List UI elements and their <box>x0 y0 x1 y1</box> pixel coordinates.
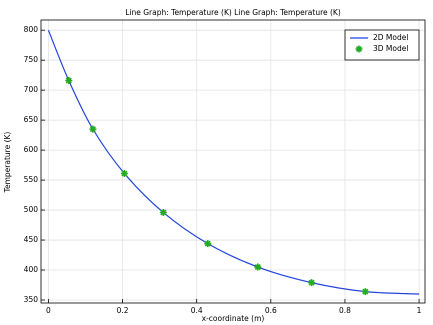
y-tick-label: 550 <box>24 175 39 184</box>
plot-frame <box>40 19 426 304</box>
x-tick-label: 1 <box>417 306 422 315</box>
y-tick-label: 750 <box>24 55 39 64</box>
x-tick-label: 0.2 <box>117 306 129 315</box>
scatter-point <box>361 288 369 296</box>
scatter-point <box>65 77 73 85</box>
scatter-point <box>308 279 316 287</box>
y-tick-label: 600 <box>24 145 39 154</box>
y-tick-label: 650 <box>24 115 39 124</box>
legend-box <box>344 29 420 61</box>
x-tick-label: 0 <box>46 306 51 315</box>
x-tick-label: 0.6 <box>265 306 277 315</box>
y-tick-label: 800 <box>24 25 39 34</box>
legend-label: 3D Model <box>373 44 408 53</box>
chart-title: Line Graph: Temperature (K) Line Graph: … <box>125 8 341 17</box>
y-axis-label: Temperature (K) <box>3 132 12 194</box>
scatter-point <box>204 240 212 248</box>
y-tick-label: 350 <box>24 295 39 304</box>
x-tick-label: 0.8 <box>339 306 351 315</box>
y-tick-label: 500 <box>24 205 39 214</box>
scatter-point <box>159 208 167 216</box>
scatter-point <box>89 125 97 133</box>
line-series <box>47 29 420 295</box>
scatter-point <box>254 263 262 271</box>
x-tick-label: 0.4 <box>191 306 203 315</box>
y-tick-label: 400 <box>24 265 39 274</box>
y-tick-label: 700 <box>24 85 39 94</box>
legend-marker <box>355 45 363 53</box>
x-axis-label: x-coordinate (m) <box>202 314 265 323</box>
legend-label: 2D Model <box>373 33 408 42</box>
scatter-point <box>120 169 128 177</box>
y-tick-label: 450 <box>24 235 39 244</box>
